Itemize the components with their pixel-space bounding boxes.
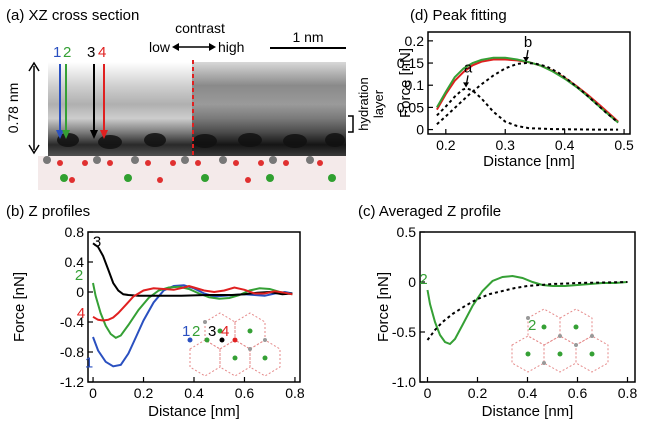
chart-c-inset: 2 [511, 308, 609, 373]
chart-b-ytick-label: -1.2 [60, 374, 84, 390]
chart-b-inset: 1 2 3 4 [182, 312, 281, 377]
afm-dark-blobs [57, 133, 345, 149]
chart-d-series-fit-1 [436, 56, 619, 124]
profile-lines [56, 64, 108, 139]
chart-b-series-2 [92, 282, 293, 339]
profile-label-4: 4 [98, 44, 106, 61]
chart-b-xtick-label: 0 [89, 385, 97, 401]
chart-d-ytick-label: 0.2 [405, 33, 425, 49]
height-indicator [28, 61, 40, 155]
chart-d-ytick-label: 0.1 [405, 77, 425, 93]
contrast-arrow [172, 43, 216, 51]
chart-b-series-4 [92, 284, 293, 322]
chart-c-xtick-label: 0.2 [468, 385, 488, 401]
hydration-label-1: hydration [356, 77, 371, 130]
afm-image-right [192, 62, 346, 156]
chart-c-xtick-label: 0.4 [518, 385, 538, 401]
chart-b-frame [87, 231, 301, 383]
chart-b-series-label-3: 3 [93, 233, 101, 250]
chart-c: 0 0.2 0.4 0.6 0.8 -1.0 -0.5 0 0.5 Distance [nm] Fo… [375, 224, 637, 420]
chart-d-ytick-label: 0.15 [397, 55, 424, 71]
chart-d-ytick-label: 0 [416, 122, 424, 138]
chart-c-xtick-label: 0 [424, 385, 432, 401]
inset-b-label-4: 4 [221, 323, 229, 340]
chart-d-annotation-arrowhead-b [523, 57, 530, 63]
chart-c-xtick-label: 0.6 [568, 385, 588, 401]
inset-b-label-3: 3 [208, 323, 216, 340]
chart-d-ylabel: Force [nN] [397, 48, 414, 118]
chart-b-ylabel: Force [nN] [11, 272, 28, 342]
chart-b-xtick-label: 0.2 [134, 385, 154, 401]
chart-d-xlabel: Distance [nm] [483, 153, 575, 170]
chart-d-xtick-label: 0.5 [614, 137, 634, 153]
chart-d: 0.2 0.3 0.4 0.5 0 0.05 0.1 0.15 0.2 Distance [nm]… [397, 31, 634, 170]
chart-c-series-label-2: 2 [419, 271, 427, 288]
chart-b-series-1 [92, 284, 293, 368]
chart-b-ytick-label: -0.4 [60, 314, 84, 330]
chart-d-ytick-label: 0.05 [397, 99, 424, 115]
chart-d-annotation-b: b [524, 34, 532, 51]
chart-b-series-label-2: 2 [75, 267, 83, 284]
inset-b-label-2: 2 [192, 323, 200, 340]
chart-c-xlabel: Distance [nm] [482, 403, 574, 420]
profile-label-1: 1 [53, 44, 61, 61]
chart-c-ytick-label: -1.0 [392, 374, 416, 390]
chart-b-ytick-label: 0.8 [65, 224, 85, 240]
hydration-bracket [348, 115, 354, 133]
chart-c-ytick-label: 0 [408, 274, 416, 290]
panel-d: (d) Peak fitting 0.2 0.3 0.4 0.5 0 0.05 0.1 0.1… [397, 7, 634, 170]
chart-c-frame [419, 231, 636, 383]
profile-label-3: 3 [87, 44, 95, 61]
chart-d-xtick-label: 0.3 [496, 137, 516, 153]
chart-b-xtick-label: 0.4 [184, 385, 204, 401]
chart-b-ytick-label: -0.8 [60, 344, 84, 360]
contrast-high-label: high [218, 39, 244, 55]
lattice-strip [38, 156, 346, 190]
chart-d-xtick-label: 0.2 [436, 137, 456, 153]
chart-b-xlabel: Distance [nm] [148, 403, 240, 420]
chart-c-ytick-label: 0.5 [397, 224, 417, 240]
panel-a-title: (a) XZ cross section [6, 7, 139, 24]
chart-b-series-label-4: 4 [77, 305, 85, 322]
chart-c-series-fit-1 [426, 281, 628, 341]
chart-d-annotation-a: a [464, 59, 473, 76]
panel-b: (b) Z profiles 0 0.2 0.4 0.6 0.8 -1.2 -0.8 -0.4… [6, 203, 305, 420]
chart-b: 0 0.2 0.4 0.6 0.8 -1.2 -0.8 -0.4 0 0.4 0.8 Distance… [11, 224, 305, 420]
inset-b-label-1: 1 [182, 323, 190, 340]
chart-b-xtick-label: 0.6 [235, 385, 255, 401]
chart-d-series-fit-2 [436, 87, 619, 131]
chart-b-ytick-label: 0.4 [65, 254, 85, 270]
chart-c-xtick-label: 0.8 [618, 385, 638, 401]
contrast-label: contrast [175, 20, 225, 36]
chart-d-xtick-label: 0.4 [555, 137, 575, 153]
inset-c-label-2: 2 [528, 317, 536, 334]
chart-d-frame [427, 31, 631, 135]
contrast-low-label: low [149, 39, 171, 55]
profile-label-2: 2 [63, 44, 71, 61]
panel-a: (a) XZ cross section [5, 7, 386, 190]
hydration-label-2: layer [371, 89, 386, 118]
panel-d-title: (d) Peak fitting [410, 7, 507, 24]
chart-d-series-fit-3 [436, 61, 619, 125]
panel-c: (c) Averaged Z profile 0 0.2 0.4 0.6 0.8 -1.0… [358, 203, 637, 420]
chart-b-ytick-label: 0 [76, 284, 84, 300]
chart-c-ytick-label: -0.5 [392, 324, 416, 340]
scale-bar-label: 1 nm [292, 29, 323, 45]
chart-c-ylabel: Force [nN] [375, 272, 392, 342]
panel-b-title: (b) Z profiles [6, 203, 90, 220]
chart-c-series-2 [426, 274, 628, 346]
chart-b-series-label-1: 1 [85, 354, 93, 371]
panel-c-title: (c) Averaged Z profile [358, 203, 501, 220]
height-label: 0.78 nm [5, 83, 21, 134]
chart-d-annotation-arrowhead-a [463, 82, 470, 88]
chart-b-xtick-label: 0.8 [285, 385, 305, 401]
lattice-atoms [43, 156, 336, 183]
